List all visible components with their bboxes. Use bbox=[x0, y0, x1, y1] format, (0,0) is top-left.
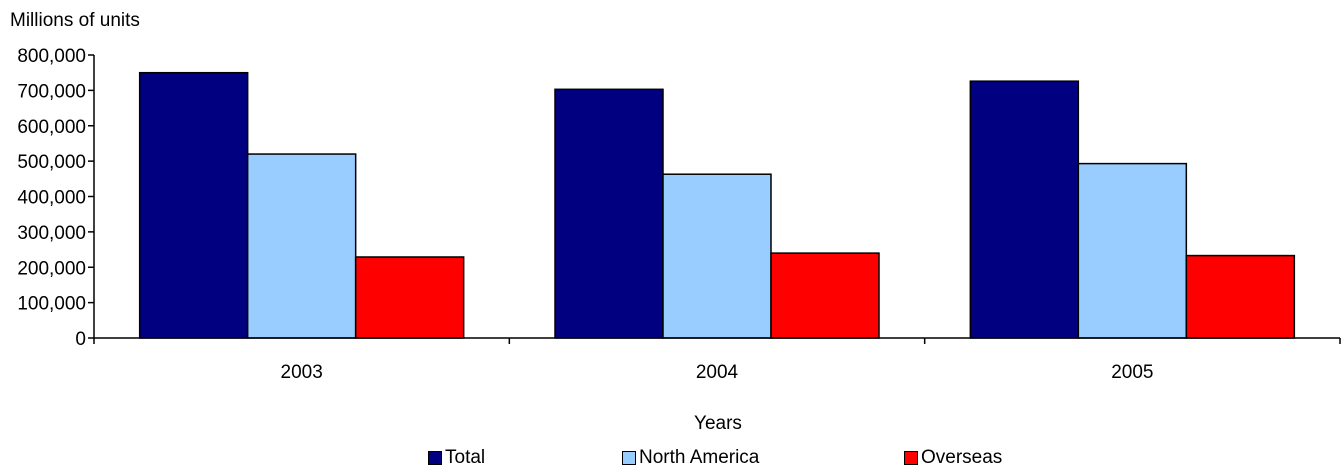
bar bbox=[969, 80, 1080, 339]
legend-label-total: Total bbox=[445, 447, 486, 468]
legend-swatch-overseas bbox=[904, 451, 918, 465]
bar bbox=[354, 256, 465, 339]
bar bbox=[554, 88, 664, 339]
bar-chart: Millions of units Years 0 100,000 200,000 3… bbox=[10, 10, 1341, 434]
y-tick-label: 600,000 bbox=[17, 117, 86, 138]
legend-item-overseas: Overseas bbox=[904, 448, 1002, 468]
bar bbox=[662, 173, 772, 339]
y-tick-label: 500,000 bbox=[17, 152, 86, 173]
y-tick-label: 800,000 bbox=[17, 46, 86, 67]
legend-item-north-america: North America bbox=[622, 448, 759, 468]
x-tick-label: 2003 bbox=[281, 362, 323, 383]
legend-item-total: Total bbox=[428, 448, 485, 468]
bar bbox=[246, 153, 357, 339]
bar bbox=[1185, 254, 1296, 339]
bar bbox=[770, 252, 880, 339]
legend-label-overseas: Overseas bbox=[921, 447, 1003, 468]
x-tick-label: 2004 bbox=[696, 362, 739, 383]
legend-swatch-north-america bbox=[622, 451, 636, 465]
plot-area: 0 100,000 200,000 300,000 400,000 500,000 600,… bbox=[17, 46, 1341, 383]
y-tick-label: 400,000 bbox=[17, 188, 86, 209]
legend-label-north-america: North America bbox=[639, 447, 760, 468]
y-tick-label: 700,000 bbox=[17, 81, 86, 102]
legend-swatch-total bbox=[428, 451, 442, 465]
bar bbox=[1077, 162, 1188, 339]
x-axis-title: Years bbox=[694, 413, 742, 434]
y-tick-label: 100,000 bbox=[17, 294, 86, 315]
y-tick-label: 200,000 bbox=[17, 258, 86, 279]
y-axis-title: Millions of units bbox=[10, 10, 140, 31]
legend: Total North America Overseas bbox=[0, 448, 1344, 468]
bar bbox=[138, 71, 249, 339]
y-tick-label: 300,000 bbox=[17, 223, 86, 244]
y-tick-label: 0 bbox=[75, 329, 86, 350]
x-tick-label: 2005 bbox=[1111, 362, 1153, 383]
